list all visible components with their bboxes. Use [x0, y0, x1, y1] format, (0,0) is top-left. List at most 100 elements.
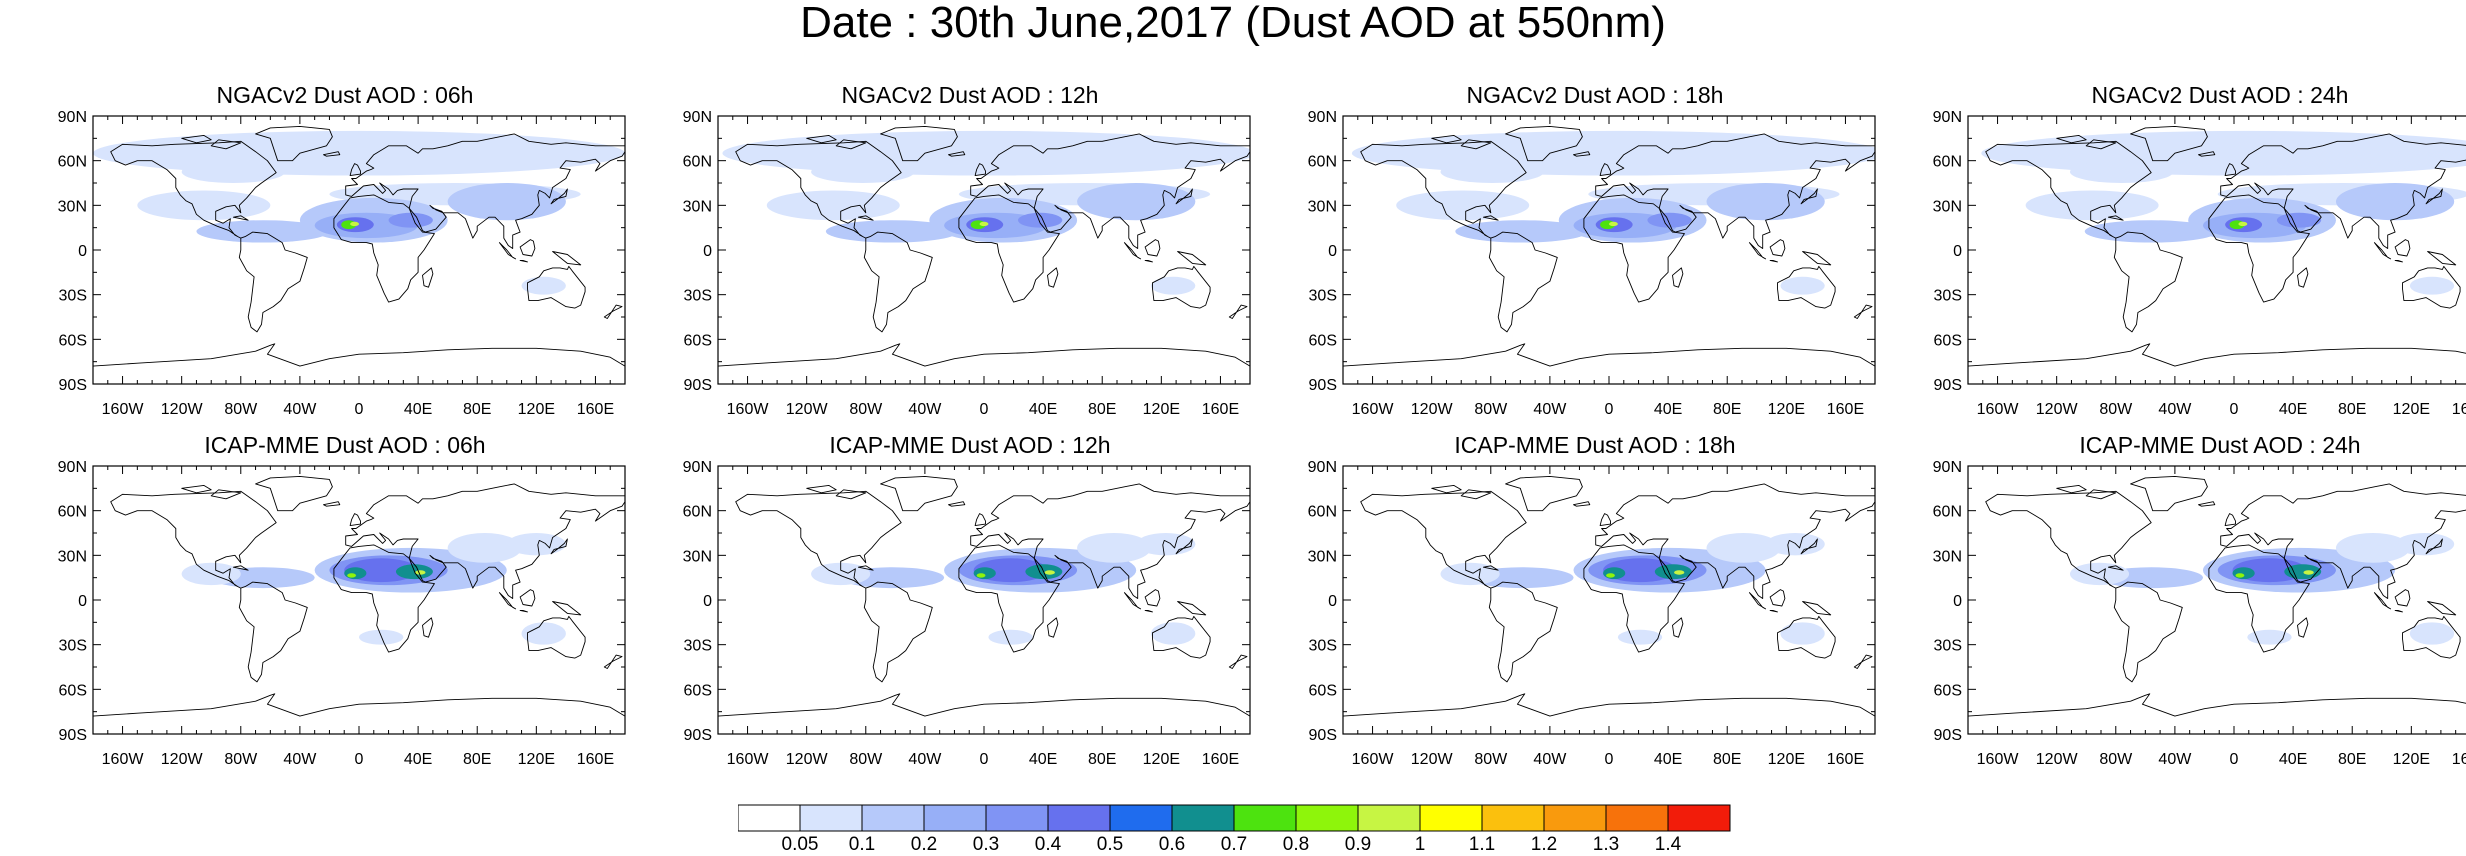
lat-tick-label: 30S [684, 638, 712, 655]
aod-field [1440, 562, 1500, 586]
lat-tick-label: 30N [683, 548, 712, 565]
aod-field [2303, 570, 2314, 575]
coastline [1360, 140, 1527, 239]
lat-tick-label: 0 [1953, 593, 1962, 610]
coastline [1047, 267, 1059, 288]
coastline [498, 592, 517, 610]
aod-field [1396, 190, 1530, 221]
coastline [1968, 693, 2466, 734]
lon-tick-label: 160W [102, 401, 145, 418]
aod-field [811, 160, 915, 183]
coastline [93, 693, 625, 734]
lat-tick-label: 60N [58, 504, 87, 521]
coastline [2198, 151, 2216, 157]
aod-field [2335, 183, 2455, 221]
lat-tick-label: 60N [1308, 154, 1337, 171]
coastline [857, 215, 874, 221]
map-panel: NGACv2 Dust AOD : 12h 90N 60N 30N 0 30S 60S 90S… [670, 82, 1270, 422]
lon-tick-label: 0 [980, 401, 989, 418]
map-panel: NGACv2 Dust AOD : 24h 90N 60N 30N 0 30S 60S 90S… [1920, 82, 2466, 422]
coastline [2113, 231, 2183, 333]
colorbar-swatch [1481, 804, 1545, 832]
map-panel: NGACv2 Dust AOD : 06h 90N 60N 30N 0 30S 60S 90S… [45, 82, 645, 422]
coastline [1177, 251, 1207, 266]
coastline [974, 513, 986, 527]
panel-title: ICAP-MME Dust AOD : 18h [1454, 432, 1736, 458]
coastline [1343, 343, 1875, 384]
colorbar-swatch [861, 804, 925, 832]
lat-tick-label: 90N [1933, 109, 1962, 126]
lon-tick-label: 120E [518, 751, 555, 768]
coastline [519, 589, 536, 607]
lat-tick-label: 60S [1934, 332, 1962, 349]
colorbar-label: 0.9 [1344, 834, 1372, 855]
aod-field [1017, 212, 1063, 228]
lon-tick-label: 80W [2099, 401, 2133, 418]
map-panel: ICAP-MME Dust AOD : 12h 90N 60N 30N 0 30S 60S 9… [670, 432, 1270, 772]
aod-field [2238, 221, 2248, 227]
lat-tick-label: 60S [59, 682, 87, 699]
map-plot: 90N 60N 30N 0 30S 60S 90S 160W 120W 80W 40W 0 40E 80E… [58, 109, 626, 418]
coastline [2402, 615, 2461, 659]
coastline [735, 140, 902, 239]
coastline [1599, 513, 1611, 527]
coastline [806, 134, 837, 144]
lon-tick-label: 120W [161, 751, 204, 768]
map-plot: 90N 60N 30N 0 30S 60S 90S 160W 120W 80W 40W 0 40E 80E… [683, 109, 1251, 418]
coastline [550, 538, 568, 555]
lat-tick-label: 60S [684, 332, 712, 349]
colorbar-label: 1.1 [1468, 834, 1496, 855]
coastline [2107, 215, 2124, 221]
coastline [1047, 617, 1059, 638]
lat-tick-label: 60S [1309, 332, 1337, 349]
coastline [2427, 251, 2457, 266]
coastline [2394, 239, 2411, 257]
map-plot: 90N 60N 30N 0 30S 60S 90S 160W 120W 80W 40W 0 40E 80E… [1933, 109, 2466, 418]
lat-tick-label: 90S [1934, 727, 1962, 744]
lat-tick-label: 90N [58, 459, 87, 476]
coastline [2224, 163, 2236, 177]
coastline [2208, 194, 2310, 303]
coastline [1769, 239, 1786, 257]
lon-tick-label: 40E [404, 751, 432, 768]
coastline [181, 484, 212, 494]
coastline [1985, 140, 2152, 239]
aod-field [976, 573, 986, 578]
map-plot: 90N 60N 30N 0 30S 60S 90S 160W 120W 80W 40W 0 40E 80E… [1933, 459, 2466, 768]
lon-tick-label: 120W [786, 751, 829, 768]
coastline [232, 215, 249, 221]
aod-field [1654, 564, 1692, 580]
coastline [1672, 267, 1684, 288]
panel-title: ICAP-MME Dust AOD : 24h [2079, 432, 2361, 458]
coastline [1460, 139, 1492, 150]
aod-field [979, 221, 989, 227]
lat-tick-label: 30N [683, 198, 712, 215]
lon-tick-label: 40E [1654, 401, 1682, 418]
lon-tick-label: 120E [1768, 401, 1805, 418]
aod-field [1077, 533, 1151, 563]
aod-field [766, 190, 900, 221]
coastline [255, 475, 333, 512]
colorbar-swatch [1109, 804, 1173, 832]
aod-field [2409, 622, 2455, 645]
aod-field [1780, 276, 1825, 295]
lon-tick-label: 160E [1202, 751, 1239, 768]
aod-field [2025, 190, 2159, 221]
lon-tick-label: 40W [908, 751, 942, 768]
coastline [238, 231, 308, 333]
lon-tick-label: 80W [1474, 401, 1508, 418]
colorbar-label: 0.4 [1034, 834, 1062, 855]
colorbar-label: 1.3 [1592, 834, 1620, 855]
lat-tick-label: 30N [1308, 548, 1337, 565]
coastline [958, 194, 1060, 303]
map-panel: ICAP-MME Dust AOD : 06h 90N 60N 30N 0 30S 60S 9… [45, 432, 645, 772]
coastline [1769, 259, 1778, 263]
coastline [718, 343, 1250, 384]
aod-field [1765, 533, 1825, 556]
coastline [519, 609, 528, 613]
aod-field [2235, 573, 2245, 578]
coastline [1583, 194, 1685, 303]
coastline [1595, 483, 1875, 599]
coastline [603, 654, 623, 669]
colorbar-label: 1.4 [1654, 834, 1682, 855]
